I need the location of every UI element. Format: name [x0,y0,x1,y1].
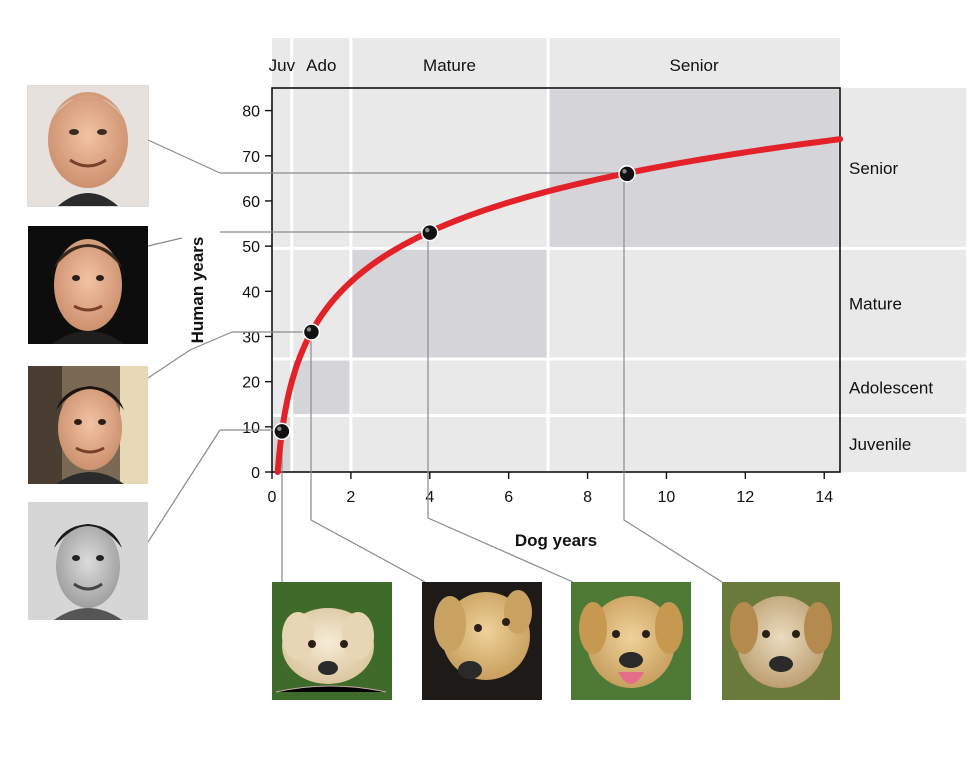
human-stage-label-4: Juvenile [849,435,911,454]
portrait-connector-1 [147,429,221,543]
y-tick-label: 60 [242,194,260,211]
overlap-region-3 [352,249,547,358]
x-tick-label: 10 [658,489,676,506]
data-point-3 [421,223,439,242]
overlap-region-2 [293,360,350,415]
dog-photo-adolescent [422,582,542,700]
y-tick-label: 20 [242,375,260,392]
human-stage-label-1: Senior [849,159,898,178]
dog-photo-adult [571,582,691,700]
data-point-1 [273,422,291,441]
x-tick-label: 0 [268,489,277,506]
dog-stage-label-2: Ado [306,56,336,75]
y-axis-ticks: 0 10 20 30 40 50 60 70 80 [242,104,272,482]
dog-to-human-curve [274,136,843,475]
y-tick-label: 40 [242,284,260,301]
x-tick-label: 14 [815,489,833,506]
y-tick-label: 0 [251,465,260,482]
y-tick-label: 10 [242,420,260,437]
dog-stage-label-4: Senior [669,56,718,75]
x-axis-ticks: 0 2 4 6 8 10 12 14 [268,472,833,506]
y-tick-label: 50 [242,239,260,256]
data-point-highlight [425,227,430,233]
data-point-highlight [622,169,627,174]
x-tick-label: 6 [504,489,513,506]
dog-connector-2 [310,332,426,583]
human-stage-label-3: Adolescent [849,378,933,397]
data-point-highlight [277,426,282,432]
dog-photo-senior [722,582,840,700]
leader-lines [147,139,723,583]
data-points [273,165,636,441]
human-stage-labels: Senior Mature Adolescent Juvenile [849,159,933,454]
portrait-middle-aged [28,226,148,344]
dog-photo-puppy [272,582,392,700]
dog-stage-labels: Juv Ado Mature Senior [269,56,719,75]
dog-connector-3 [427,232,574,583]
x-tick-label: 12 [736,489,754,506]
dog-stage-label-3: Mature [423,56,476,75]
plot-frame [271,87,841,473]
x-tick-label: 8 [583,489,592,506]
human-stage-label-2: Mature [849,295,902,314]
y-tick-label: 80 [242,104,260,121]
y-tick-label: 70 [242,149,260,166]
human-stage-column-band [840,88,966,472]
x-tick-label: 2 [346,489,355,506]
portrait-connector-2 [147,331,233,379]
x-tick-label: 4 [425,489,434,506]
data-point-2 [302,323,321,341]
x-axis-label: Dog years [515,531,597,550]
data-point-highlight [306,327,312,332]
dog-stage-label-1: Juv [269,56,296,75]
y-axis-label: Human years [188,237,207,344]
portrait-connector-4 [147,139,221,174]
dog-stage-header-band [272,38,840,88]
data-point-4 [618,165,636,183]
dog-connector-4 [623,173,723,583]
portrait-connector-3 [147,237,183,247]
overlap-region-4 [549,89,839,247]
overlap-regions [273,89,839,471]
portrait-child [28,502,148,620]
portrait-elderly [27,85,149,207]
portrait-young-adult [28,366,148,484]
y-tick-label: 30 [242,329,260,346]
